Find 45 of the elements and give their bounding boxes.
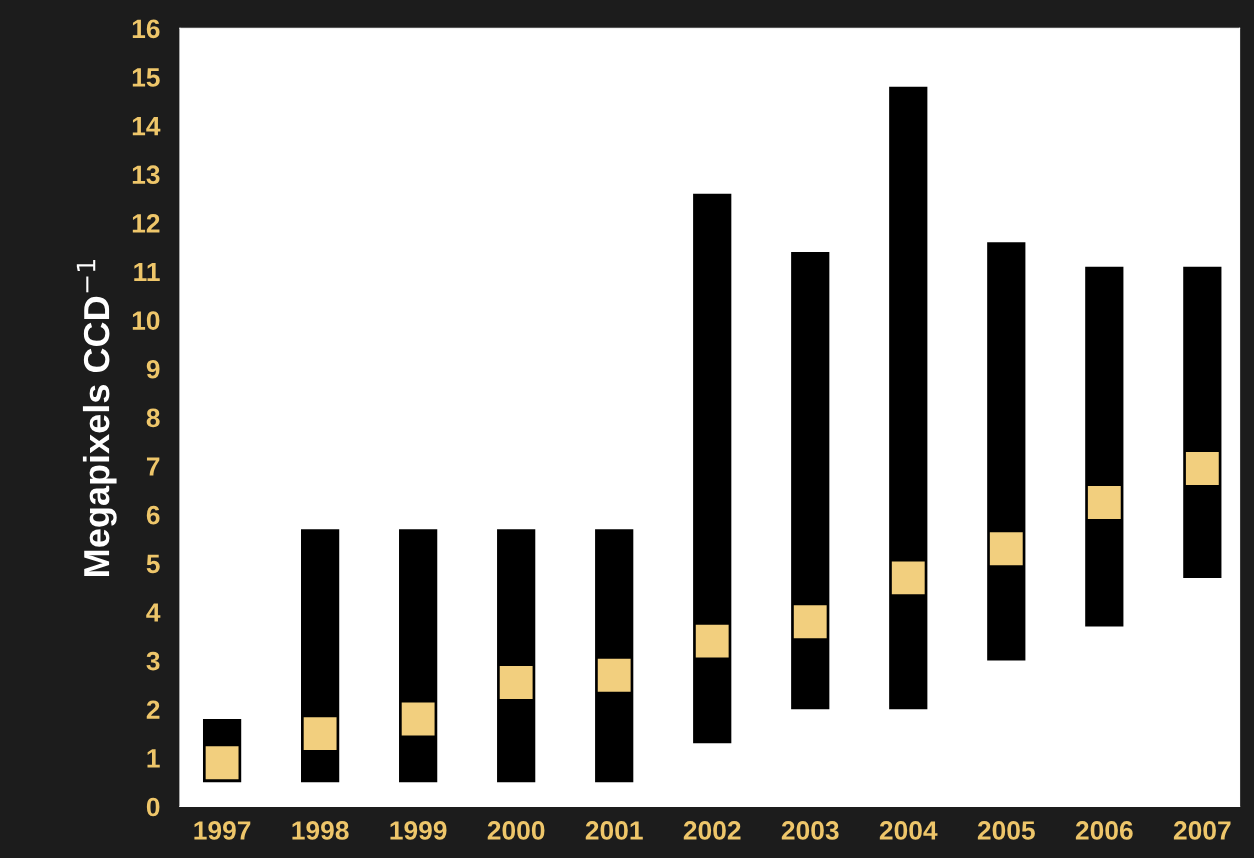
x-tick-label: 2007 [1173, 821, 1231, 840]
y-tick-label: 4 [146, 603, 161, 622]
bar [791, 252, 830, 710]
y-tick-label: 8 [146, 408, 160, 428]
x-tick-label: 1998 [292, 821, 349, 840]
x-tick-label: 2001 [585, 821, 643, 840]
point [401, 702, 435, 736]
y-tick-label: 11 [134, 262, 160, 282]
y-tick-label: 7 [146, 457, 160, 476]
point [695, 624, 729, 658]
y-tick-label: 9 [146, 359, 160, 379]
y-tick-label: 1 [147, 749, 160, 768]
x-tick-label: 1999 [390, 821, 447, 840]
point [597, 658, 631, 692]
bar [987, 242, 1026, 661]
x-tick-label: 2004 [879, 821, 938, 840]
bar [1085, 266, 1124, 627]
y-tick-label: 16 [132, 19, 160, 39]
point [989, 532, 1023, 566]
point [1087, 486, 1121, 519]
x-tick-label: 2000 [487, 821, 545, 840]
y-tick-label: 0 [146, 797, 160, 817]
bar [693, 193, 732, 744]
y-axis-title: Megapixels CCD$^{−1}$ [76, 260, 117, 576]
point [499, 666, 533, 699]
bar [889, 86, 928, 710]
y-tick-label: 14 [132, 117, 161, 136]
x-tick-label: 2006 [1075, 821, 1133, 840]
y-tick-label: 5 [146, 554, 160, 574]
y-tick-label: 6 [146, 505, 160, 525]
y-tick-label: 2 [146, 700, 160, 719]
y-tick-label: 13 [132, 165, 160, 185]
x-tick-label: 2005 [977, 821, 1035, 840]
x-tick-label: 2003 [781, 821, 839, 840]
bar [1183, 266, 1222, 578]
y-tick-label: 12 [132, 214, 160, 233]
x-tick-label: 2002 [683, 821, 741, 840]
point [303, 717, 337, 750]
point [1185, 452, 1219, 485]
y-tick-label: 15 [132, 68, 160, 87]
point [891, 561, 925, 595]
y-tick-label: 10 [132, 311, 160, 330]
x-tick-label: 1997 [194, 821, 251, 840]
y-tick-label: 3 [146, 651, 160, 671]
point [793, 605, 827, 639]
